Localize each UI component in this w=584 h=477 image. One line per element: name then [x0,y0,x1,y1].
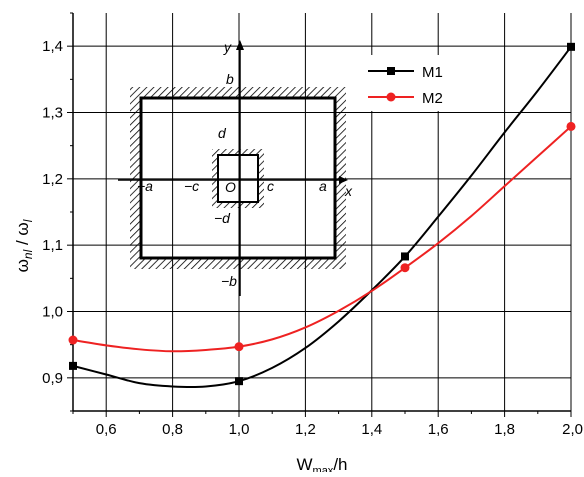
x-tick-label: 2,0 [562,421,583,438]
data-point-m2 [68,335,78,345]
y-axis-title-sub2: l [21,219,35,222]
legend-m1-marker [387,67,395,75]
y-tick-label: 0,9 [42,370,63,387]
series-line-m2 [72,125,572,353]
series-line-m1 [72,46,572,388]
x-tick-label: 1,6 [428,421,449,438]
data-point-m2 [400,263,410,273]
inset-c-pos: c [267,178,274,194]
x-tick-label: 1,8 [494,421,515,438]
y-tick-label: 1,2 [42,171,63,188]
axes: 0,6 0,8 1,0 1,2 1,4 1,6 1,8 2,0 0,9 1,0 1,1 1,2 1,3 1… [42,12,583,438]
y-tick-label: 1,0 [42,304,63,321]
y-tick-label: 1,1 [42,237,63,254]
inner-boundary [217,154,259,203]
data-point-m1 [567,42,575,51]
plate-diagram: y x b −b d −d −a a −c c O [118,39,353,296]
inset-x-label: x [344,183,353,199]
data-point-m1 [69,361,77,370]
x-tick-label: 1,0 [229,421,250,438]
inset-d-pos: d [218,125,227,141]
inset-origin-label: O [225,179,236,195]
inset-y-arrow [236,40,244,50]
inset-b-neg: −b [221,273,237,289]
y-tick-label: 1,3 [42,105,63,122]
series [72,46,572,388]
x-tick-label: 0,8 [162,421,183,438]
x-axis-title-suffix: /h [333,455,347,472]
y-axis-title-sub: nl [21,249,35,259]
x-axis-title: Wmax/h [296,455,347,472]
y-axis-title: ωnl / ωl [13,219,35,272]
inset-a-neg: −a [137,178,153,194]
data-point-m1 [401,252,409,261]
x-axis-title-main: W [296,455,312,472]
legend-m2-marker [386,92,396,102]
legend-m1-label: M1 [422,64,443,81]
inset-c-neg: −c [184,178,199,194]
legend-item-m1: M1 [368,64,443,81]
legend-m2-label: M2 [422,90,443,107]
inset-a-pos: a [319,178,327,194]
inset-d-neg: −d [214,210,231,226]
legend-item-m2: M2 [368,90,443,107]
markers [68,42,576,386]
inset-y-label: y [223,39,232,55]
outer-boundary [139,96,337,260]
legend: M1 M2 [360,55,468,111]
y-axis-title-main: ω [13,259,32,272]
data-point-m2 [234,342,244,352]
inset-x-arrow [339,176,348,184]
legend-box [360,55,468,111]
x-tick-label: 1,2 [295,421,316,438]
y-tick-label: 1,4 [42,38,63,55]
y-axis-title-mid: / ω [13,222,32,249]
inset-b-pos: b [226,71,234,87]
x-tick-label: 0,6 [96,421,117,438]
data-point-m1 [235,377,243,386]
data-point-m2 [566,121,576,131]
x-tick-label: 1,4 [361,421,382,438]
x-axis-title-sub: max [313,465,334,472]
